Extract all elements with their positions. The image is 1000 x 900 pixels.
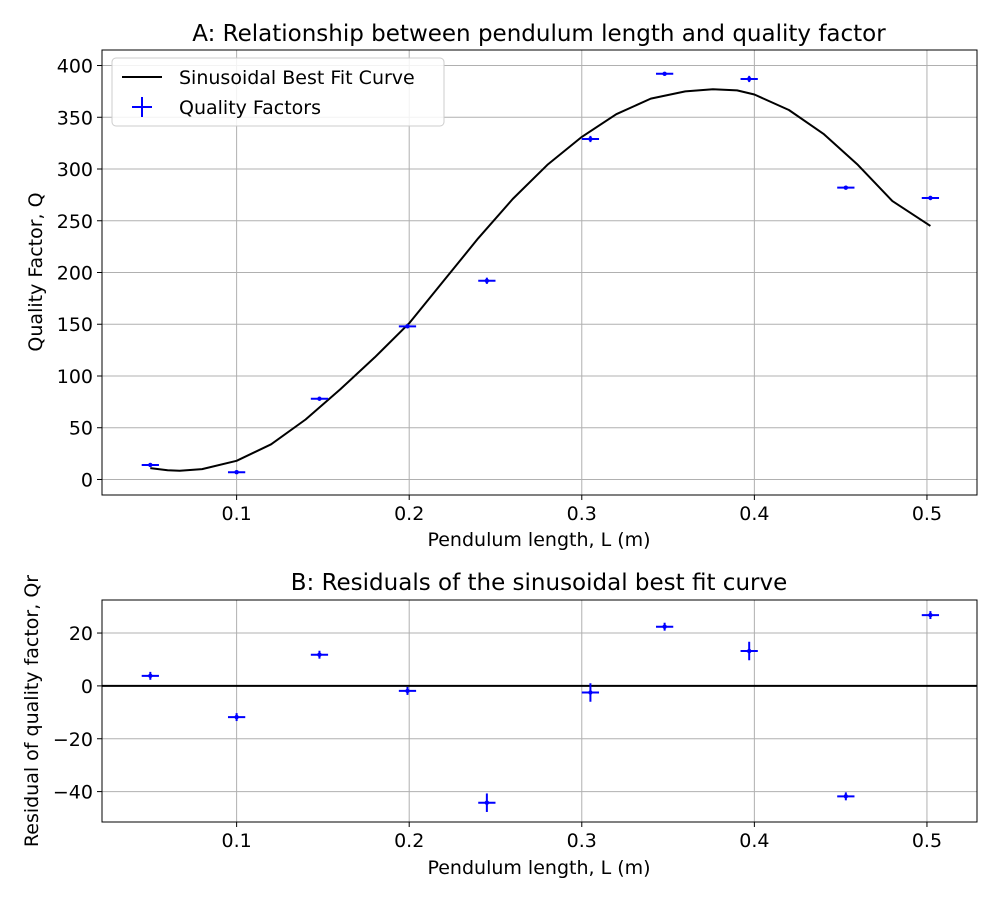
- panel-a-data-point: [478, 277, 496, 284]
- legend-fit-curve-label: Sinusoidal Best Fit Curve: [179, 67, 415, 89]
- panel-b-points: [141, 611, 940, 812]
- panel-b-marker: [484, 800, 490, 805]
- panel-b-data-point: [655, 622, 674, 631]
- panel-a-marker: [405, 324, 410, 329]
- panel-b-xtick-label: 0.4: [739, 830, 769, 852]
- panel-a-xtick-label: 0.5: [912, 503, 942, 525]
- panel-b-xtick-label: 0.5: [912, 830, 942, 852]
- panel-a-data-point: [655, 71, 674, 77]
- panel-b: B: Residuals of the sinusoidal best fit …: [21, 570, 978, 879]
- panel-a-frame: [101, 49, 978, 496]
- panel-a-marker: [746, 76, 752, 82]
- panel-b-data-point: [141, 671, 159, 680]
- panel-b-xtick-label: 0.1: [222, 830, 252, 852]
- panel-b-ticks: 0.1 0.2 0.3 0.4 0.5 −40 −20 0 20: [53, 623, 942, 852]
- panel-a-ytick-label: 150: [57, 314, 93, 336]
- panel-a-marker: [484, 278, 490, 283]
- panel-a-fit-curve: [150, 88, 931, 472]
- panel-a-points: [141, 71, 940, 475]
- panel-a-ytick-label: 300: [57, 159, 93, 181]
- panel-a-grid: [102, 50, 977, 495]
- panel-a-marker: [148, 462, 153, 468]
- panel-b-grid: [102, 600, 977, 822]
- panel-a-marker: [588, 136, 593, 142]
- panel-a-xlabel: Pendulum length, L (m): [427, 529, 650, 551]
- legend-box: [111, 57, 445, 127]
- panel-a-ytick-label: 50: [69, 418, 93, 440]
- panel-b-ytick-label: −20: [53, 729, 93, 751]
- panel-a-data-point: [398, 324, 417, 329]
- panel-b-marker: [405, 688, 410, 694]
- panel-b-title: B: Residuals of the sinusoidal best fit …: [291, 570, 788, 596]
- panel-b-data-point: [921, 611, 940, 620]
- panel-b-data-point: [740, 641, 758, 661]
- panel-b-marker: [928, 612, 933, 618]
- panel-b-ytick-label: 20: [69, 623, 93, 645]
- legend-quality-factors-label: Quality Factors: [179, 97, 321, 119]
- panel-a-ytick-label: 250: [57, 211, 93, 233]
- panel-b-frame: [101, 599, 978, 823]
- panel-a-data-point: [227, 470, 246, 475]
- panel-b-marker: [148, 673, 153, 679]
- panel-b-xlabel: Pendulum length, L (m): [427, 857, 650, 879]
- panel-a-data-point: [581, 135, 600, 143]
- panel-a-data-point: [837, 185, 855, 190]
- panel-a-ytick-label: 0: [81, 469, 93, 491]
- panel-a: A: Relationship between pendulum length …: [25, 21, 978, 551]
- panel-b-data-point: [837, 792, 855, 801]
- panel-a-xtick-label: 0.4: [739, 503, 769, 525]
- panel-b-marker: [746, 648, 752, 654]
- panel-a-ytick-label: 350: [57, 107, 93, 129]
- panel-b-xtick-label: 0.2: [394, 830, 424, 852]
- panel-b-data-point: [581, 683, 600, 702]
- panel-a-marker: [843, 185, 849, 190]
- panel-b-marker: [234, 714, 239, 720]
- panel-a-ytick-label: 200: [57, 263, 93, 285]
- panel-a-marker: [234, 470, 239, 475]
- legend: Sinusoidal Best Fit Curve Quality Factor…: [111, 57, 445, 127]
- panel-a-ticks: 0.1 0.2 0.3 0.4 0.5 0 50 100 150 200 250 300 350 400: [57, 56, 942, 525]
- panel-a-xtick-label: 0.2: [394, 503, 424, 525]
- panel-a-marker: [317, 396, 322, 401]
- panel-a-data-point: [141, 462, 159, 468]
- panel-a-ytick-label: 400: [57, 56, 93, 78]
- panel-a-ylabel: Quality Factor, Q: [25, 192, 47, 351]
- panel-b-ylabel: Residual of quality factor, Qr: [21, 575, 43, 847]
- panel-a-marker: [928, 195, 933, 201]
- panel-a-fit-curve-layer: [150, 88, 931, 472]
- legend-quality-factors-swatch: [132, 97, 152, 117]
- panel-b-data-point: [227, 713, 246, 722]
- panel-b-marker: [843, 794, 849, 799]
- panel-a-ytick-label: 100: [57, 366, 93, 388]
- panel-a-data-point: [921, 195, 940, 201]
- panel-b-data-point: [478, 793, 496, 812]
- panel-a-data-point: [740, 75, 758, 83]
- panel-a-marker: [662, 71, 667, 77]
- panel-b-data-point: [398, 686, 417, 695]
- panel-a-data-point: [310, 396, 329, 401]
- panel-b-marker: [317, 652, 322, 657]
- panel-a-title: A: Relationship between pendulum length …: [192, 21, 886, 47]
- panel-b-ytick-label: −40: [53, 782, 93, 804]
- panel-a-xtick-label: 0.1: [222, 503, 252, 525]
- panel-b-xtick-label: 0.3: [567, 830, 597, 852]
- panel-b-marker: [662, 624, 667, 629]
- panel-b-ytick-label: 0: [81, 676, 93, 698]
- panel-b-data-point: [310, 650, 329, 659]
- panel-a-xtick-label: 0.3: [567, 503, 597, 525]
- panel-b-marker: [588, 690, 593, 695]
